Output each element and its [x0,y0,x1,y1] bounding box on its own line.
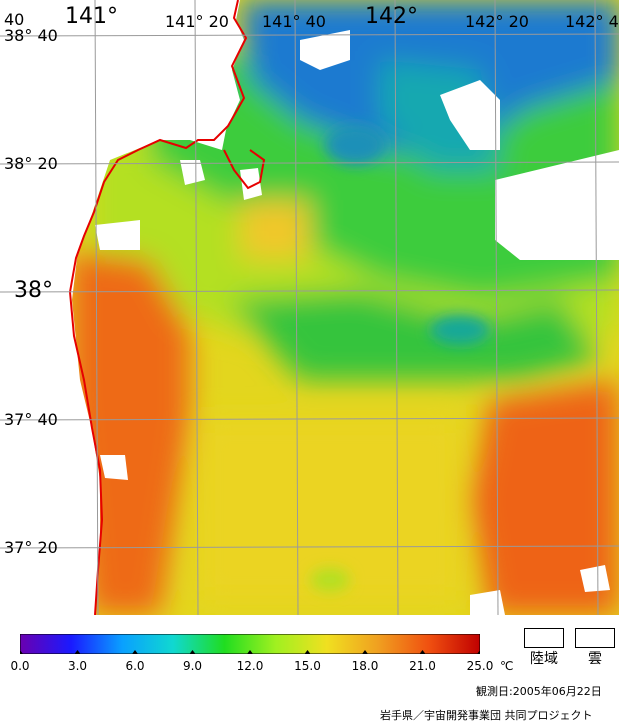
colorbar-tick-mark [189,650,196,654]
lon-label-141: 141° [65,4,118,29]
sea-temperature-map [0,0,619,615]
land-swatch [524,628,564,648]
colorbar-tick-label: 12.0 [236,659,264,673]
colorbar-tick-label: 25.0 [466,659,494,673]
land-label: 陸域 [530,651,558,667]
lon-label-142-20: 142° 20 [465,12,529,31]
lat-label-37-20: 37° 20 [4,538,58,557]
land-area [0,0,619,615]
colorbar-tick-label: 9.0 [182,659,203,673]
colorbar-tick-mark [419,650,426,654]
colorbar-tick-label: 18.0 [351,659,379,673]
lat-label-38: 38° [14,278,53,303]
corner-label: 40 [4,10,25,29]
colorbar-tick-mark [132,650,138,654]
colorbar-tick-mark [74,650,81,654]
lon-label-141-40: 141° 40 [262,12,326,31]
colorbar-tick-label: 0.0 [10,659,30,673]
colorbar-tick-label: 15.0 [294,659,321,673]
colorbar-tick-mark [477,650,480,654]
lat-label-37-40: 37° 40 [4,410,58,429]
colorbar-tick-mark [247,650,253,654]
colorbar-tick-label: 6.0 [125,659,145,673]
lon-label-142: 142° [365,4,418,29]
temperature-colorbar [20,634,480,654]
lon-label-142-40: 142° 4 [565,12,619,31]
lat-label-38-20: 38° 20 [4,154,58,173]
graticule [0,0,619,615]
colorbar-tick-mark [20,650,23,654]
cloud-label: 雲 [588,651,602,667]
colorbar-tick-mark [304,650,311,654]
unit-label: ℃ [500,659,514,673]
coastline [68,0,248,615]
cloud-swatch [575,628,615,648]
lat-label-38-40: 38° 40 [4,26,58,45]
temperature-field [0,0,619,615]
colorbar-tick-label: 21.0 [409,659,436,673]
colorbar-tick-mark [362,650,368,654]
lon-label-141-20: 141° 20 [165,12,229,31]
observation-date: 観測日:2005年06月22日 [476,685,602,698]
colorbar-tick-label: 3.0 [67,659,88,673]
credit-text: 岩手県／宇宙開発事業団 共同プロジェクト [380,709,593,722]
